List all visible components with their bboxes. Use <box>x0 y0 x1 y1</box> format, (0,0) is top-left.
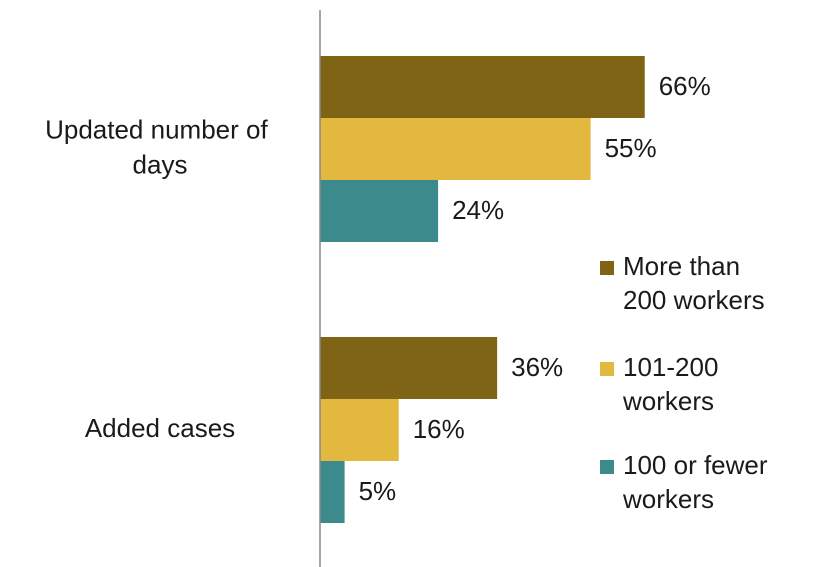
legend-swatch <box>600 460 614 474</box>
legend-label: More than 200 workers <box>623 251 765 315</box>
value-label: 24% <box>452 195 504 225</box>
legend-swatch <box>600 362 614 376</box>
bar <box>320 180 439 242</box>
category-label: Added cases <box>85 413 235 443</box>
bar <box>320 56 645 118</box>
value-label: 16% <box>413 414 465 444</box>
legend-swatch <box>600 261 614 275</box>
bar <box>320 461 345 523</box>
bar <box>320 118 591 180</box>
value-label: 55% <box>605 133 657 163</box>
bar <box>320 399 399 461</box>
legend-label: 101-200 workers <box>622 352 726 416</box>
value-label: 5% <box>359 476 397 506</box>
value-label: 66% <box>659 71 711 101</box>
value-label: 36% <box>511 352 563 382</box>
legend-label: 100 or fewer workers <box>622 450 775 514</box>
category-label: Updated number of days <box>45 114 275 179</box>
bar <box>320 337 498 399</box>
